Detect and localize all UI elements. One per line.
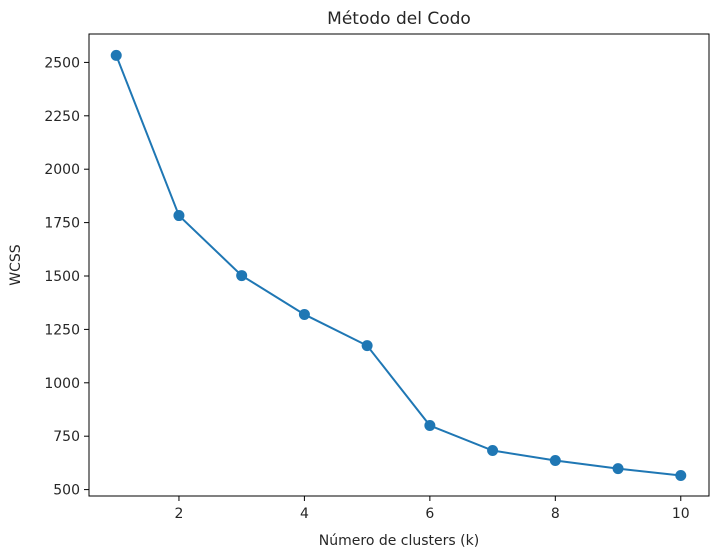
y-tick-label: 1500 [44,269,80,285]
y-tick-label: 750 [53,429,80,445]
y-tick-label: 2500 [44,55,80,71]
data-point [675,469,687,481]
y-tick-label: 1250 [44,322,80,338]
x-axis-label: Número de clusters (k) [319,533,479,549]
y-tick-label: 1000 [44,376,80,392]
data-point [173,210,185,222]
series-line [115,54,681,477]
data-point [424,420,436,432]
y-tick-label: 2000 [44,162,80,178]
x-tick-label: 8 [551,506,560,522]
data-point [612,463,624,475]
y-tick-label: 500 [53,483,80,499]
y-axis-label: WCSS [8,244,24,286]
x-tick-label: 2 [174,506,183,522]
data-point [487,445,499,457]
x-tick-label: 4 [300,506,309,522]
x-tick-label: 10 [672,506,690,522]
axes-frame [88,33,710,497]
y-tick-label: 1750 [44,216,80,232]
data-point [110,49,122,61]
y-tick-label: 2250 [44,109,80,125]
data-point [549,455,561,467]
x-tick-label: 6 [425,506,434,522]
data-point [361,340,373,352]
data-point [298,308,310,320]
data-point [236,270,248,282]
chart-title: Método del Codo [327,9,471,29]
